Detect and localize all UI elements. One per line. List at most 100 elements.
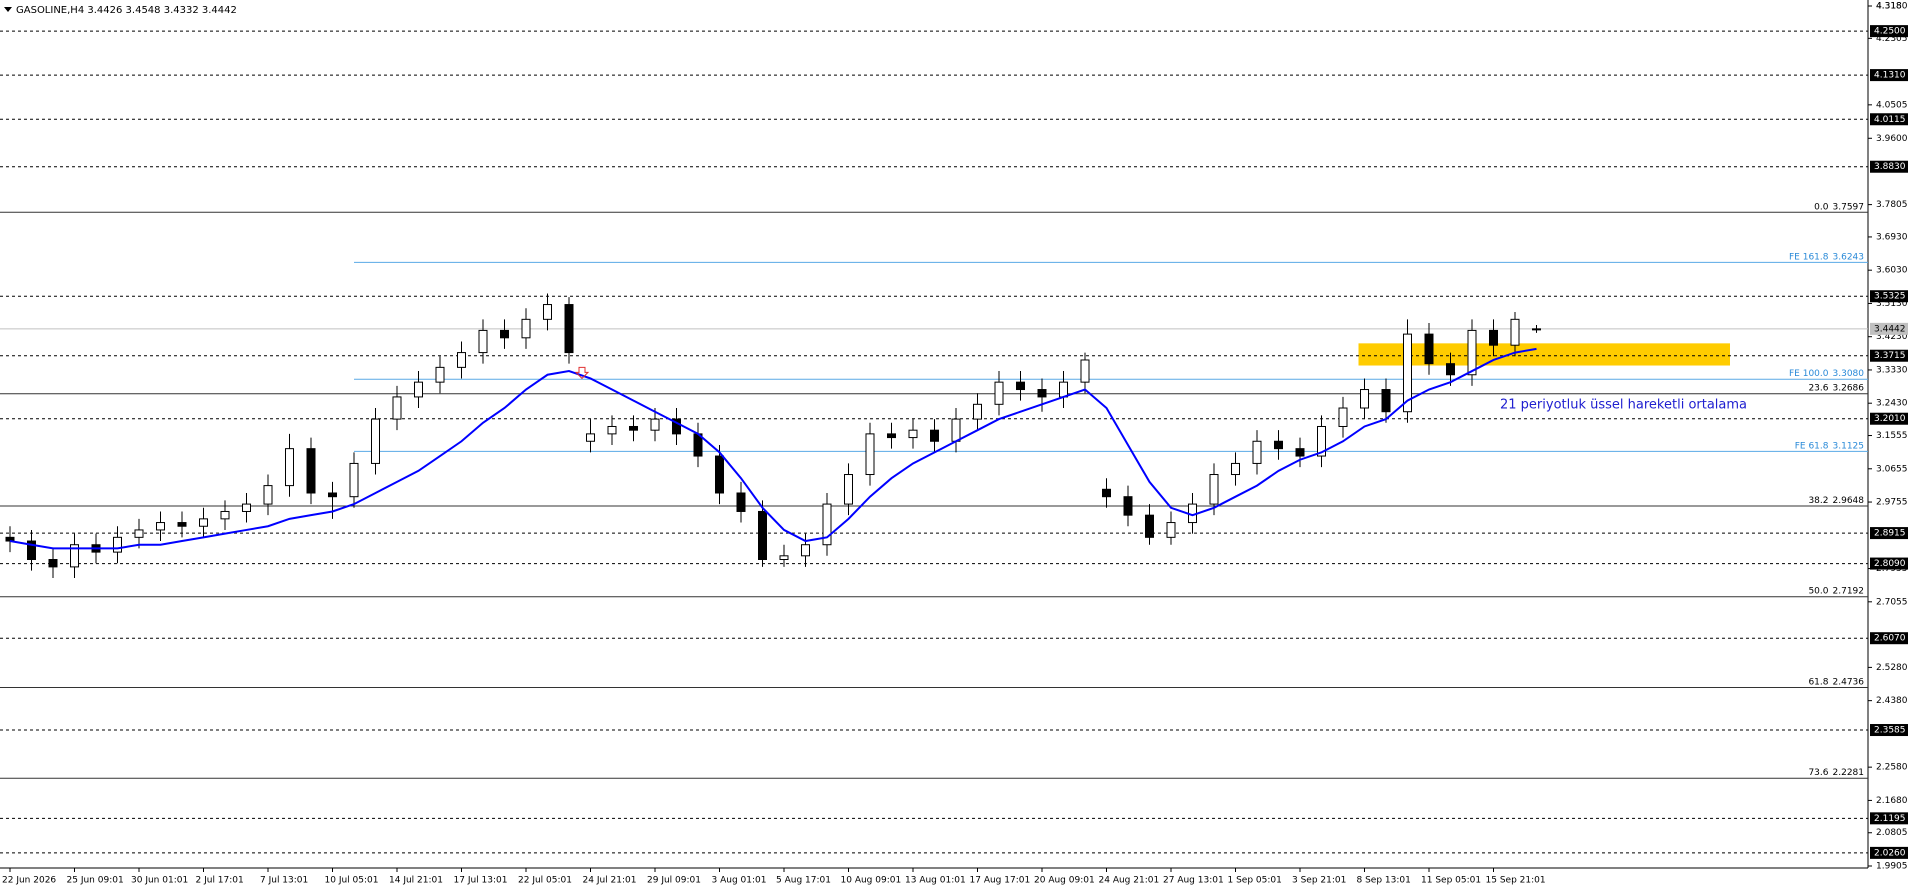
candle-body <box>1424 333 1434 365</box>
x-tick-label: 3 Sep 21:01 <box>1292 876 1346 886</box>
fib-price: 2.2281 <box>1833 768 1865 778</box>
x-tick-label: 3 Aug 01:01 <box>712 876 767 886</box>
candle-body <box>1102 488 1111 498</box>
candle-body <box>371 418 380 464</box>
y-tick-label: 2.0805 <box>1876 828 1908 838</box>
y-tick-label: 4.0505 <box>1876 100 1908 110</box>
level-label: 2.8090 <box>1874 559 1906 569</box>
candle-body <box>930 429 939 442</box>
fib-level: 61.8 <box>1808 677 1828 687</box>
x-tick-label: 27 Aug 13:01 <box>1163 876 1224 886</box>
chart-title: GASOLINE,H4 3.4426 3.4548 3.4332 3.4442 <box>16 5 237 16</box>
x-tick-label: 20 Aug 09:01 <box>1034 876 1095 886</box>
level-box <box>1870 349 1908 362</box>
x-tick-label: 10 Jul 05:01 <box>325 876 379 886</box>
candle-body <box>1338 407 1348 427</box>
candle-body <box>1295 448 1305 457</box>
x-tick-label: 17 Jul 13:01 <box>454 876 508 886</box>
fe-label: FE 100.0 3.3080 <box>1789 369 1864 379</box>
y-tick-label: 3.9600 <box>1876 134 1908 144</box>
candle-body <box>801 544 810 557</box>
level-box <box>1870 632 1908 645</box>
candle-body <box>1123 496 1133 516</box>
fib-level: 73.6 <box>1808 768 1828 778</box>
fib-price: 2.9648 <box>1833 496 1865 506</box>
candle-body <box>607 425 617 435</box>
x-tick-label: 22 Jul 05:01 <box>518 876 572 886</box>
level-box <box>1870 812 1908 825</box>
y-tick-label: 2.5280 <box>1876 663 1908 673</box>
x-tick-label: 24 Jul 21:01 <box>583 876 637 886</box>
candle-body <box>908 429 918 439</box>
level-label: 2.1195 <box>1874 814 1906 824</box>
candle-body <box>1489 329 1498 346</box>
candle-body <box>1510 318 1520 346</box>
candle-body <box>1231 462 1240 476</box>
candle-body <box>1252 440 1262 464</box>
y-tick-label: 1.9905 <box>1876 862 1908 872</box>
fe-level: FE 161.8 <box>1789 252 1829 262</box>
candle-body <box>629 425 638 431</box>
y-tick-label: 3.6930 <box>1876 232 1908 242</box>
candle-body <box>973 403 982 420</box>
level-box <box>1870 724 1908 737</box>
candle-body <box>521 318 531 339</box>
candle-body <box>1274 440 1283 450</box>
y-tick-label: 3.5130 <box>1876 299 1908 309</box>
fib-level: 38.2 <box>1808 496 1828 506</box>
y-tick-label: 3.7805 <box>1876 200 1908 210</box>
y-tick-label: 2.7055 <box>1876 597 1908 607</box>
level-label: 3.2010 <box>1874 414 1906 424</box>
level-label: 3.8830 <box>1874 162 1906 172</box>
fe-label: FE 61.8 3.1125 <box>1795 441 1864 451</box>
candle-body <box>220 510 230 520</box>
fib-level: 0.0 <box>1814 202 1829 212</box>
candle-body <box>1209 474 1219 505</box>
level-box <box>1870 412 1908 425</box>
level-label: 4.1310 <box>1874 71 1906 81</box>
x-tick-label: 30 Jun 01:01 <box>131 876 188 886</box>
candle-body <box>70 544 79 568</box>
candle-body <box>1059 381 1068 398</box>
x-tick-label: 29 Jul 09:01 <box>647 876 701 886</box>
y-tick-label: 3.6030 <box>1876 266 1908 276</box>
level-label: 4.2500 <box>1874 27 1906 37</box>
candle-body <box>392 396 402 420</box>
fib-price: 2.4736 <box>1833 677 1865 687</box>
level-label: 2.6070 <box>1874 634 1906 644</box>
candle-body <box>1532 328 1541 331</box>
fib-level: 50.0 <box>1808 586 1828 596</box>
x-tick-label: 24 Aug 21:01 <box>1099 876 1160 886</box>
candle-body <box>715 455 724 494</box>
candle-body <box>328 492 337 498</box>
candle-body <box>1166 522 1176 538</box>
candle-body <box>134 529 144 538</box>
candle-body <box>500 329 509 339</box>
x-tick-label: 10 Aug 09:01 <box>841 876 902 886</box>
candle-body <box>349 462 359 498</box>
y-tick-label: 2.2580 <box>1876 763 1908 773</box>
current-price-label: 3.4442 <box>1874 324 1906 334</box>
candle-body <box>156 522 165 531</box>
candle-body <box>672 418 681 435</box>
candle-body <box>736 492 746 512</box>
candle-body <box>1016 381 1025 391</box>
candle-body <box>822 503 832 546</box>
candle-body <box>951 418 961 442</box>
y-tick-label: 3.2430 <box>1876 399 1908 409</box>
fib-price: 2.7192 <box>1833 586 1865 596</box>
candle-body <box>779 555 789 561</box>
level-label: 4.0115 <box>1874 115 1906 125</box>
level-box <box>1870 69 1908 82</box>
x-tick-label: 2 Jul 17:01 <box>196 876 244 886</box>
candle-body <box>1145 514 1154 538</box>
level-box <box>1870 846 1908 859</box>
y-tick-label: 3.1555 <box>1876 431 1908 441</box>
x-tick-label: 11 Sep 05:01 <box>1421 876 1481 886</box>
candle-body <box>1446 363 1455 376</box>
candle-body <box>1317 425 1326 457</box>
y-tick-label: 2.4380 <box>1876 696 1908 706</box>
level-box <box>1870 557 1908 570</box>
